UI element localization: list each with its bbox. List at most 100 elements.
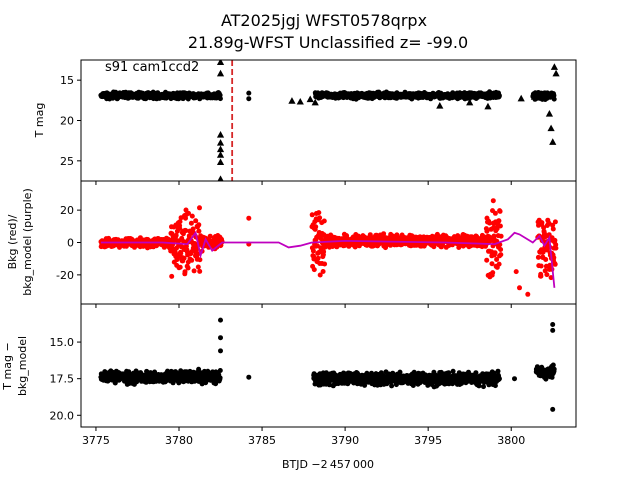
data-point-top-1 [306, 95, 314, 103]
data-point-middle-0-1 [193, 218, 199, 224]
data-point-middle-0-5 [498, 247, 504, 252]
ytick-label-bottom: 17.5 [50, 373, 75, 386]
middle-panel-ylabel-line2: bkg_model (purple) [21, 188, 34, 295]
data-point-middle-0-5 [489, 261, 495, 267]
data-point-middle-0-1 [186, 210, 191, 216]
data-point-middle-0-6 [543, 257, 549, 262]
data-point-middle-0-1 [195, 264, 201, 270]
data-point-middle-0-3 [318, 236, 324, 242]
ytick-label-top: 20 [60, 115, 74, 128]
data-point-bottom-0-1 [397, 369, 403, 375]
figure-title-line1: AT2025jgj WFST0578qrpx [221, 11, 427, 30]
data-point-bottom-0-1 [327, 382, 332, 388]
ytick-label-top: 25 [60, 155, 74, 168]
top-panel-ylabel: T mag [33, 103, 46, 139]
data-point-middle-0-6 [542, 268, 548, 274]
data-point-top-1 [216, 158, 225, 166]
data-point-top-1 [216, 60, 225, 66]
data-point-bottom-0-1 [492, 383, 498, 389]
data-point-middle-0-3 [321, 249, 327, 255]
data-point-top-1 [547, 124, 555, 132]
xtick-label: 3790 [331, 434, 359, 447]
middle-panel-ylabel-line1: Bkg (red)/ [6, 214, 19, 269]
data-point-middle-0-3 [310, 248, 316, 254]
data-point-middle-0 [517, 285, 522, 291]
data-point-middle-0-5 [496, 261, 502, 267]
xtick-label: 3795 [414, 434, 442, 447]
xtick-label: 3800 [497, 434, 525, 447]
middle-panel: -20 0 20 [56, 180, 577, 308]
data-point-middle-0-6 [535, 254, 541, 260]
data-point-middle-0-1 [189, 213, 195, 219]
ytick-label-bottom: 15.0 [50, 336, 75, 349]
data-point-top-0-0 [217, 96, 223, 102]
data-point-middle-0-2 [207, 233, 213, 239]
data-point-middle-0-5 [490, 198, 496, 204]
x-axis-label: BTJD −2 457 000 [282, 458, 374, 471]
data-point-top-1 [552, 69, 560, 77]
data-point-top-1 [216, 131, 225, 138]
data-point-middle-0-3 [315, 255, 321, 261]
data-point-middle-0-6 [550, 222, 556, 228]
data-point-bottom-0-1 [411, 369, 417, 375]
data-point-bottom-0 [218, 348, 223, 354]
data-point-bottom-0-0 [217, 375, 223, 381]
data-point-middle-0-1 [196, 222, 202, 228]
bottom-panel-ylabel-line2: bkg_model [16, 336, 29, 396]
data-point-top-1 [550, 63, 559, 70]
data-point-bottom-0-2 [550, 362, 556, 368]
data-point-bottom-0 [512, 376, 517, 382]
data-point-bottom-0-1 [481, 384, 486, 390]
data-point-middle-0-4 [381, 231, 387, 237]
data-point-middle-0-1 [195, 251, 201, 257]
data-point-middle-0-6 [552, 237, 558, 243]
data-point-middle-0-6 [552, 219, 558, 225]
data-point-top-1 [545, 110, 554, 117]
data-point-top-1 [216, 139, 225, 146]
data-point-middle-0-1 [177, 219, 183, 225]
data-point-middle-0-6 [544, 272, 550, 278]
data-point-middle-0-1 [197, 205, 202, 211]
data-point-middle-0-1 [169, 273, 175, 279]
ytick-label-top: 15 [60, 74, 74, 87]
data-point-bottom-0-1 [495, 368, 501, 374]
data-point-middle-0 [246, 215, 252, 221]
data-point-middle-0-1 [197, 268, 203, 274]
data-point-bottom-0-0 [217, 368, 223, 373]
data-point-middle-0-3 [320, 269, 326, 274]
xtick-label: 3780 [165, 434, 193, 447]
data-point-bottom-0 [550, 327, 556, 333]
data-point-top-1 [288, 97, 296, 104]
top-panel: 15 20 25 [60, 59, 577, 185]
data-point-middle-0-3 [316, 210, 322, 216]
data-point-bottom-0-1 [446, 370, 452, 376]
data-point-middle-0-6 [548, 275, 554, 281]
data-point-top-1 [216, 145, 225, 153]
data-point-middle-0-1 [190, 226, 196, 232]
xtick-label: 3785 [248, 434, 276, 447]
data-point-middle-0-3 [311, 267, 317, 273]
data-point-middle-0-6 [541, 225, 547, 231]
data-point-middle-0-1 [181, 255, 187, 261]
data-point-middle-0-6 [550, 226, 556, 232]
data-point-bottom-0 [218, 335, 223, 341]
data-point-middle-0-6 [551, 255, 557, 261]
data-point-middle-0-3 [317, 215, 323, 221]
data-point-middle-0-1 [173, 232, 179, 238]
panel-frame-bottom [80, 303, 577, 428]
data-point-middle-0-1 [189, 257, 195, 263]
data-point-middle-0-1 [183, 228, 189, 234]
data-point-top-1 [549, 138, 557, 145]
data-point-middle-0-5 [498, 233, 504, 239]
data-point-middle-0-5 [490, 270, 496, 276]
data-point-top-1 [216, 69, 225, 77]
data-point-top-0-2 [551, 96, 557, 102]
data-point-middle-0-3 [309, 212, 315, 218]
bottom-panel-ylabel-line1: T mag − [1, 342, 14, 390]
data-point-middle-0-6 [538, 263, 544, 269]
data-point-middle-0-1 [182, 269, 188, 275]
data-point-top-0-2 [551, 92, 557, 98]
data-point-middle-0-5 [484, 228, 490, 234]
data-point-top-0-1 [496, 93, 502, 99]
